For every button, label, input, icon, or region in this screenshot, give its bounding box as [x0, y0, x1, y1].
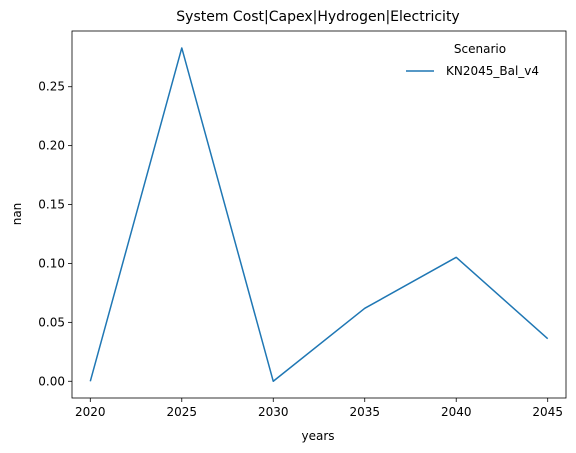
x-axis: 2020 2025 2030 2035 2040 2045	[75, 398, 563, 419]
legend-title: Scenario	[454, 42, 506, 56]
legend-entry-label: KN2045_Bal_v4	[446, 64, 539, 78]
chart-title: System Cost|Capex|Hydrogen|Electricity	[176, 9, 459, 25]
x-axis-label: years	[301, 429, 334, 443]
x-tick-label: 2025	[167, 405, 198, 419]
x-tick-label: 2045	[532, 405, 563, 419]
x-tick-label: 2020	[75, 405, 106, 419]
y-tick-label: 0.10	[38, 256, 65, 270]
series-layer	[89, 47, 549, 383]
x-tick-label: 2040	[441, 405, 472, 419]
x-tick-label: 2035	[349, 405, 380, 419]
y-tick-label: 0.05	[38, 315, 65, 329]
y-axis-label: nan	[10, 203, 24, 226]
y-tick-label: 0.20	[38, 139, 65, 153]
legend: Scenario KN2045_Bal_v4	[406, 42, 539, 78]
y-tick-label: 0.25	[38, 80, 65, 94]
x-tick-label: 2030	[258, 405, 289, 419]
y-tick-label: 0.00	[38, 374, 65, 388]
plot-area: 2020 2025 2030 2035 2040 2045 0.00 0.05 0.10 0.1…	[38, 30, 567, 419]
plot-frame	[71, 30, 567, 399]
y-tick-label: 0.15	[38, 198, 65, 212]
series-line	[89, 47, 549, 383]
y-axis: 0.00 0.05 0.10 0.15 0.20 0.25	[38, 80, 72, 388]
